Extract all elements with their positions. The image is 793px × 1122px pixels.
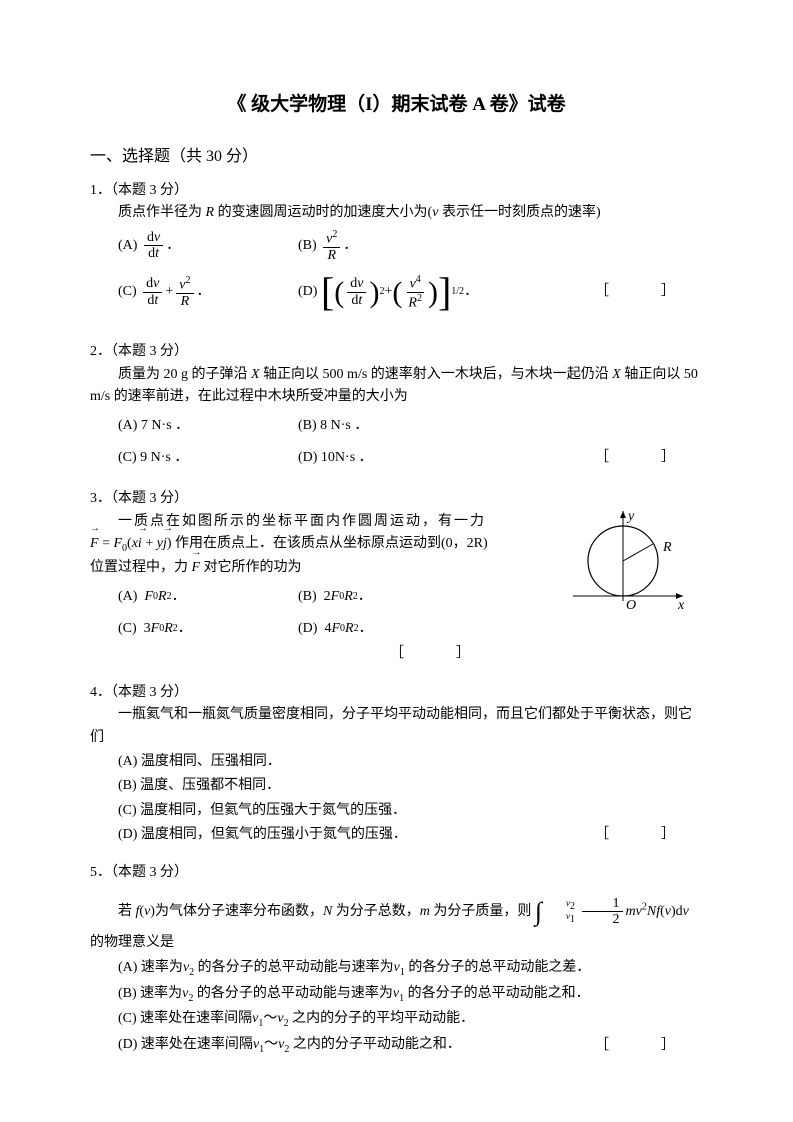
q5-option-b: (B) 速率为v2 的各分子的总平动动能与速率为v1 的各分子的总平动动能之和． (118, 983, 703, 1007)
exam-title: 《 级大学物理（I）期末试卷 A 卷》试卷 (90, 90, 703, 120)
answer-bracket: ［ ］ (595, 1035, 703, 1057)
q5-text-2: 的物理意义是 (90, 932, 703, 954)
section-1-header: 一、选择题（共 30 分） (90, 144, 703, 170)
q3-option-b: (B) 2F0R2． (298, 586, 372, 608)
q5-text-1: 若 f(v)为气体分子速率分布函数，N 为分子总数，m 为分子质量，则 ∫v2v… (90, 891, 703, 933)
q1-option-a: (A) dvdt． (118, 230, 298, 262)
q2-option-b: (B) 8 N·s ． (298, 415, 703, 437)
q1-option-b: (B) v2R． (298, 229, 703, 263)
q4-option-b: (B) 温度、压强都不相同． (118, 775, 703, 797)
q1-option-d: (D) [ (dvdt)2 + (v4R2) ]1/2． (298, 274, 595, 311)
q4-option-a: (A) 温度相同、压强相同． (118, 751, 703, 773)
q1-option-c: (C) dvdt + v2R． (118, 275, 298, 309)
q3-option-d: (D) 4F0R2． (298, 618, 373, 640)
answer-bracket: ［ ］ (595, 281, 703, 303)
q3-option-c: (C) 3F0R2． (118, 618, 298, 640)
q4-option-d: (D) 温度相同，但氦气的压强小于氮气的压强． (118, 824, 407, 846)
q4-option-c: (C) 温度相同，但氦气的压强大于氮气的压强． (118, 800, 703, 822)
q5-option-d: (D) 速率处在速率间隔v1～v2 之内的分子平动动能之和． (118, 1034, 461, 1058)
question-1: 1．（本题 3 分） 质点作半径为 R 的变速圆周运动时的加速度大小为(v 表示… (90, 180, 703, 317)
circle-diagram: y x R O (563, 506, 693, 616)
q5-option-c: (C) 速率处在速率间隔v1～v2 之内的分子的平均平动动能． (118, 1008, 703, 1032)
q2-option-c: (C) 9 N·s ． (118, 447, 298, 469)
q1-text: 质点作半径为 R 的变速圆周运动时的加速度大小为(v 表示任一时刻质点的速率) (90, 202, 703, 224)
question-2: 2．（本题 3 分） 质量为 20 g 的子弹沿 X 轴正向以 500 m/s … (90, 341, 703, 472)
question-3: 3．（本题 3 分） 一质点在如图所示的坐标平面内作圆周运动，有一力 F = F… (90, 488, 703, 665)
q5-option-a: (A) 速率为v2 的各分子的总平动动能与速率为v1 的各分子的总平动动能之差． (118, 957, 703, 981)
q2-option-a: (A) 7 N·s ． (118, 415, 298, 437)
q3-option-a: (A) F0R2． (118, 586, 298, 608)
q3-text-1: 一质点在如图所示的坐标平面内作圆周运动，有一力 (90, 511, 510, 533)
q3-formula: F = F0(xi + yj) 作用在质点上．在该质点从坐标原点运动到(0，2R… (90, 533, 510, 557)
q2-option-d: (D) 10N·s ． (298, 447, 595, 469)
question-4: 4．（本题 3 分） 一瓶氦气和一瓶氮气质量密度相同，分子平均平动动能相同，而且… (90, 682, 703, 847)
q1-number: 1．（本题 3 分） (90, 180, 703, 202)
answer-bracket: ［ ］ (595, 447, 703, 469)
q4-number: 4．（本题 3 分） (90, 682, 703, 704)
question-5: 5．（本题 3 分） 若 f(v)为气体分子速率分布函数，N 为分子总数，m 为… (90, 862, 703, 1058)
svg-text:x: x (677, 598, 685, 613)
svg-text:y: y (626, 509, 635, 524)
q5-number: 5．（本题 3 分） (90, 862, 703, 884)
q3-text-3: 位置过程中，力 F 对它所作的功为 (90, 557, 510, 579)
q2-text: 质量为 20 g 的子弹沿 X 轴正向以 500 m/s 的速率射入一木块后，与… (90, 364, 703, 409)
answer-bracket: ［ ］ (595, 824, 703, 846)
svg-text:R: R (662, 540, 672, 555)
q2-number: 2．（本题 3 分） (90, 341, 703, 363)
q4-text: 一瓶氦气和一瓶氮气质量密度相同，分子平均平动动能相同，而且它们都处于平衡状态，则… (90, 704, 703, 749)
answer-bracket: ［ ］ (390, 643, 498, 665)
svg-text:O: O (626, 598, 636, 613)
